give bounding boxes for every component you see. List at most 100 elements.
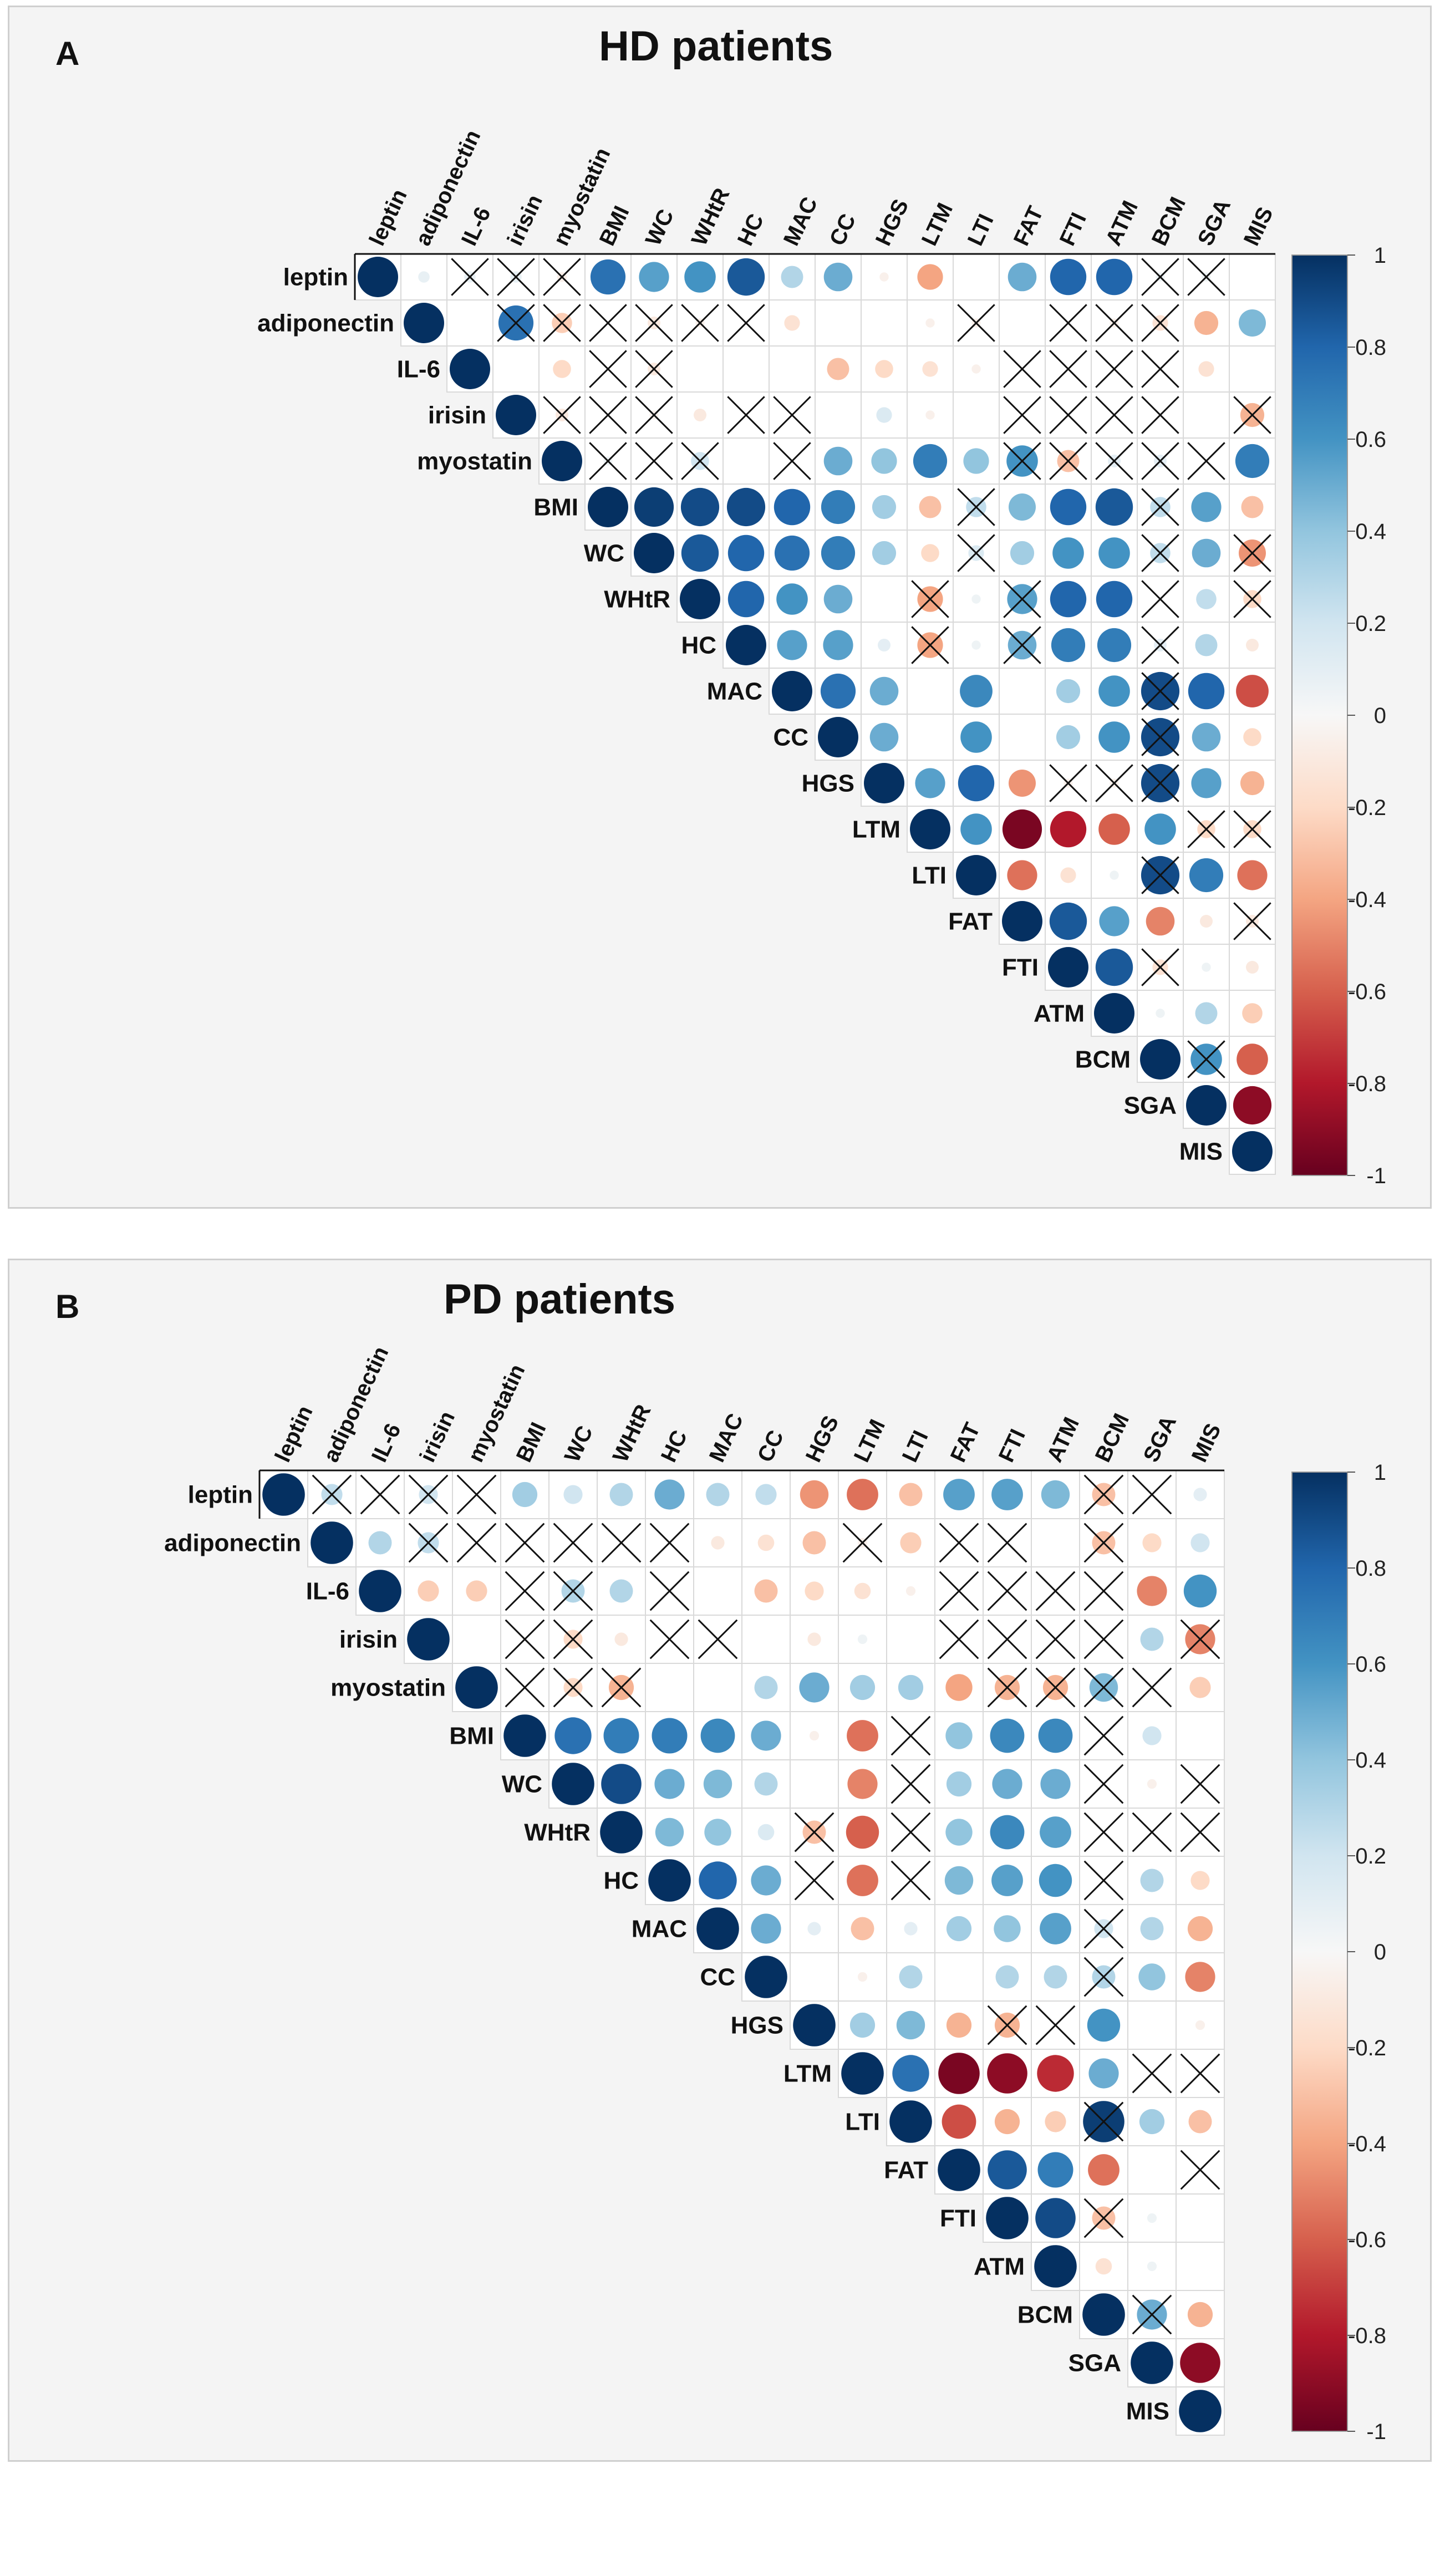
correlation-circle [857,1972,868,1982]
nonsignificant-cross [1180,2150,1220,2190]
matrix-cell [446,299,493,347]
correlation-circle [1110,870,1119,880]
correlation-circle [745,1956,787,1998]
nonsignificant-cross [635,304,673,342]
matrix-cell [1176,1711,1225,1760]
correlation-circle [1050,488,1087,526]
correlation-circle [1131,2341,1173,2384]
correlation-circle [823,584,853,614]
panel-b: B PD patients leptin adiponectin IL-6 irisi… [0,1253,1440,2478]
nonsignificant-cross [1132,1812,1172,1852]
correlation-circle [1041,1480,1070,1509]
nonsignificant-cross [1083,1474,1124,1515]
nonsignificant-cross [1141,534,1179,572]
correlation-circle [450,349,490,389]
row-label: FTI [940,2205,976,2232]
correlation-circle [1241,496,1264,518]
correlation-circle [809,1730,820,1741]
nonsignificant-cross [1233,810,1271,848]
correlation-circle [847,1720,878,1752]
nonsignificant-cross [1003,580,1041,618]
correlation-circle [772,671,812,711]
nonsignificant-cross [1132,1667,1172,1708]
correlation-circle [726,487,766,527]
correlation-circle [466,1580,487,1602]
panel-b-title: PD patients [444,1276,676,1323]
correlation-circle [1240,771,1265,796]
correlation-circle [988,2150,1027,2190]
matrix-circles [358,257,1273,1172]
matrix-cell [815,299,862,347]
row-label: BMI [449,1723,494,1750]
correlation-circle [1052,537,1084,569]
column-label: MAC [779,194,822,250]
matrix-cell [907,668,954,715]
correlation-circle [603,1718,639,1754]
correlation-circle [1095,488,1133,526]
correlation-circle [1187,2302,1213,2328]
correlation-circle [1185,1962,1215,1992]
correlation-circle [1140,1869,1164,1892]
correlation-circle [706,1483,730,1506]
correlation-circle [1002,809,1042,849]
nonsignificant-cross [987,1523,1027,1563]
correlation-circle [655,1818,684,1847]
colorbar-tick-label: -0.4 [1348,2132,1386,2156]
correlation-circle [1190,1533,1210,1552]
correlation-circle [946,1771,972,1797]
column-label: SGA [1139,1412,1182,1466]
correlation-circle [1193,1488,1207,1501]
row-label: LTM [852,816,900,843]
correlation-circle [311,1521,353,1564]
colorbar-tick-label: 0.6 [1355,427,1386,452]
matrix-cell [886,1615,935,1664]
correlation-circle [986,2197,1029,2239]
matrix-circles [262,1473,1222,2432]
column-label: FTI [994,1426,1030,1466]
correlation-circle [805,1581,824,1601]
correlation-circle [1045,2111,1066,2132]
matrix-cell [1229,345,1276,393]
correlation-circle [1010,541,1035,566]
nonsignificant-cross [1095,304,1133,342]
nonsignificant-cross [987,1619,1027,1659]
nonsignificant-cross [1180,2053,1220,2094]
colorbar [1291,254,1348,1176]
row-label: leptin [283,264,348,291]
column-label: WHtR [687,184,735,249]
correlation-circle [680,487,720,527]
column-label: FTI [1055,209,1091,250]
nonsignificant-cross [1095,396,1133,434]
correlation-circle [634,533,674,573]
correlation-circle [1099,906,1129,936]
colorbar-tick-label: -1 [1366,2420,1386,2444]
correlation-circle [945,1819,973,1846]
colorbar-tick-label: -0.2 [1348,796,1386,820]
matrix-cell [907,483,954,531]
correlation-circle [1040,1769,1071,1799]
correlation-circle [823,630,853,660]
correlation-circle [869,722,899,752]
matrix-cell [741,1615,791,1664]
correlation-circle [1056,679,1081,704]
correlation-circle [799,1672,830,1703]
correlation-circle [1189,1677,1211,1698]
colorbar-tick-label: 1 [1374,243,1386,268]
correlation-circle [1088,2154,1120,2186]
matrix-cell [1229,253,1276,301]
matrix-cell [861,299,908,347]
nonsignificant-cross [1083,1667,1124,1708]
matrix-cell [934,1952,984,2002]
matrix-grid [259,1470,1225,2436]
correlation-circle [1037,2055,1074,2092]
nonsignificant-cross [1083,1715,1124,1756]
correlation-circle [963,448,989,474]
nonsignificant-cross [1035,1619,1076,1659]
nonsignificant-cross [681,304,719,342]
correlation-circle [726,625,766,665]
row-label: LTI [845,2109,880,2136]
nonsignificant-cross [543,304,581,342]
correlation-circle [871,448,897,474]
correlation-circle [1098,537,1130,569]
correlation-circle [1237,860,1268,890]
